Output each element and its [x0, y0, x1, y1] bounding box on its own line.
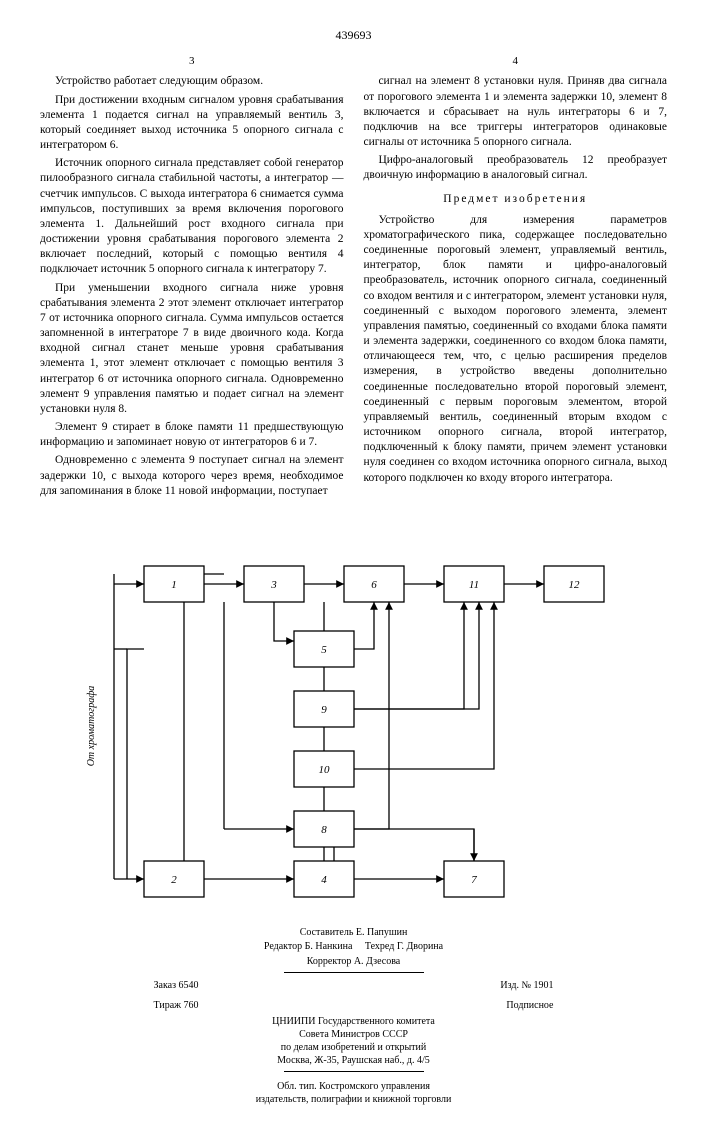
- org-address: Москва, Ж-35, Раушская наб., д. 4/5: [40, 1054, 667, 1067]
- editors-line: Редактор Б. Нанкина Техред Г. Дворина: [40, 940, 667, 954]
- diagram-box-label: 5: [321, 644, 327, 656]
- diagram-box-label: 10: [318, 764, 330, 776]
- body-paragraph: Элемент 9 стирает в блоке памяти 11 пред…: [40, 420, 344, 450]
- diagram-edge: [354, 602, 389, 829]
- diagram-edge: [354, 602, 494, 769]
- diagram-box-label: 7: [471, 874, 477, 886]
- right-col-number: 4: [364, 54, 668, 69]
- diagram-box-label: 11: [468, 579, 478, 591]
- diagram-input-label: От хроматографа: [86, 686, 97, 767]
- diagram-box-label: 2: [171, 874, 177, 886]
- body-paragraph: сигнал на элемент 8 установки нуля. Прин…: [364, 74, 668, 150]
- diagram-box-label: 6: [371, 579, 377, 591]
- subject-heading: Предмет изобретения: [364, 192, 668, 207]
- diagram-edge: [354, 829, 474, 861]
- left-col-number: 3: [40, 54, 344, 69]
- text-columns: 3 Устройство работает следующим образом.…: [40, 54, 667, 502]
- subscription: Подписное: [506, 999, 553, 1012]
- body-paragraph: Источник опорного сигнала представляет с…: [40, 156, 344, 277]
- diagram-box-label: 3: [270, 579, 277, 591]
- diagram-edge: [354, 602, 479, 709]
- footer-line-2: издательств, полиграфии и книжной торгов…: [40, 1093, 667, 1106]
- diagram-edge: [274, 602, 294, 641]
- footer-note: Обл. тип. Костромского управления издате…: [40, 1080, 667, 1106]
- body-paragraph: При уменьшении входного сигнала ниже уро…: [40, 281, 344, 418]
- footer-line-1: Обл. тип. Костромского управления: [40, 1080, 667, 1093]
- corrector: Корректор А. Дзесова: [40, 955, 667, 969]
- divider-2: [284, 1071, 424, 1072]
- pub-block: Заказ 6540 Изд. № 1901: [154, 979, 554, 992]
- tirage: Тираж 760: [154, 999, 199, 1012]
- diagram-edge: [354, 602, 464, 709]
- org-line-1: ЦНИИПИ Государственного комитета: [40, 1015, 667, 1028]
- diagram-box-label: 9: [321, 704, 327, 716]
- order-number: Заказ 6540: [154, 979, 199, 992]
- editor: Редактор Б. Нанкина: [264, 941, 352, 952]
- pub-block-2: Тираж 760 Подписное: [154, 999, 554, 1012]
- credits-block: Составитель Е. Папушин Редактор Б. Нанки…: [40, 926, 667, 969]
- claim-paragraph: Устройство для измерения параметров хром…: [364, 213, 668, 486]
- patent-number: 439693: [40, 28, 667, 44]
- composer: Составитель Е. Папушин: [40, 926, 667, 940]
- diagram-box-label: 4: [321, 874, 327, 886]
- body-paragraph: Цифро-аналоговый преобразователь 12 прео…: [364, 153, 668, 183]
- diagram-box-label: 8: [321, 824, 327, 836]
- pub-org: ЦНИИПИ Государственного комитета Совета …: [40, 1015, 667, 1067]
- izd-number: Изд. № 1901: [500, 979, 553, 992]
- left-column: 3 Устройство работает следующим образом.…: [40, 54, 344, 502]
- diagram-box-label: 1: [171, 579, 177, 591]
- body-paragraph: При достижении входным сигналом уровня с…: [40, 93, 344, 154]
- divider: [284, 972, 424, 973]
- body-paragraph: Одновременно с элемента 9 поступает сигн…: [40, 453, 344, 499]
- techred: Техред Г. Дворина: [365, 941, 443, 952]
- org-line-2: Совета Министров СССР: [40, 1028, 667, 1041]
- org-line-3: по делам изобретений и открытий: [40, 1041, 667, 1054]
- diagram-box-label: 12: [568, 579, 580, 591]
- body-paragraph: Устройство работает следующим образом.: [40, 74, 344, 89]
- block-diagram: 1 3 6 11 12 5 9 10 8 2 4 7 От хроматографа: [40, 526, 667, 916]
- diagram-edge: [354, 602, 374, 649]
- right-column: 4 сигнал на элемент 8 установки нуля. Пр…: [364, 54, 668, 502]
- diagram-edge: [127, 649, 144, 879]
